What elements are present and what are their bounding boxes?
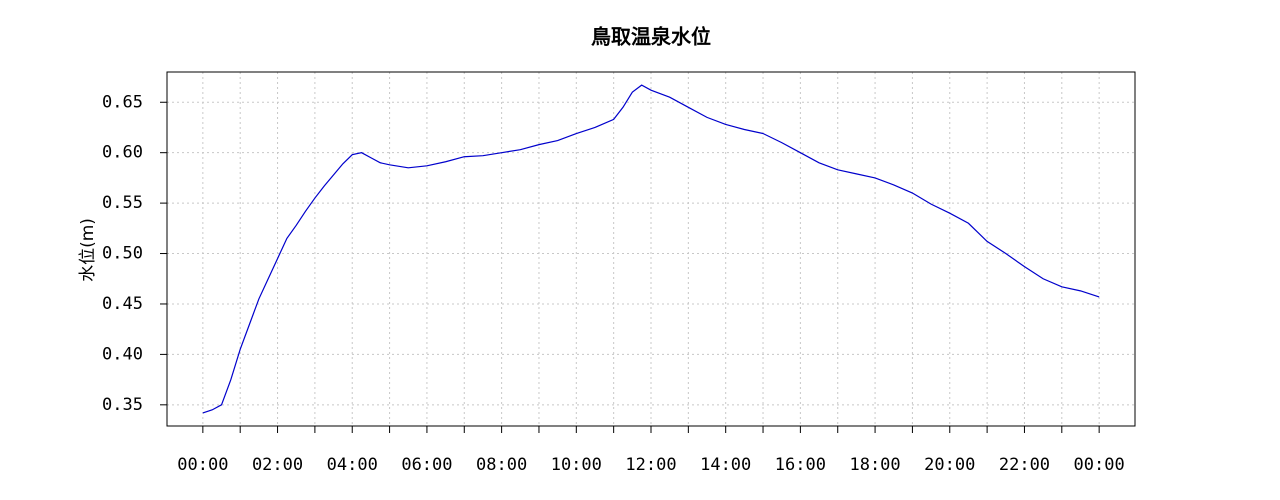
- y-tick-label: 0.60: [102, 143, 143, 163]
- x-tick-label: 06:00: [401, 455, 452, 475]
- x-tick-label: 18:00: [849, 455, 900, 475]
- data-line: [202, 84, 1100, 414]
- chart-title: 鳥取温泉水位: [591, 25, 711, 49]
- x-tick-label: 22:00: [999, 455, 1050, 475]
- y-tick-label: 0.50: [102, 244, 143, 264]
- y-tick-label: 0.65: [102, 92, 143, 112]
- x-tick-label: 20:00: [924, 455, 975, 475]
- x-tick-label: 02:00: [252, 455, 303, 475]
- y-axis-label: 水位(m): [78, 218, 98, 282]
- x-tick-label: 08:00: [476, 455, 527, 475]
- y-tick-label: 0.55: [102, 193, 143, 213]
- x-tick-label: 14:00: [700, 455, 751, 475]
- x-tick-label: 04:00: [327, 455, 378, 475]
- y-tick-label: 0.35: [102, 395, 143, 415]
- x-tick-label: 10:00: [551, 455, 602, 475]
- x-tick-label: 00:00: [1074, 455, 1125, 475]
- x-tick-label: 00:00: [177, 455, 228, 475]
- plot-frame: [166, 71, 1136, 427]
- x-tick-label: 16:00: [775, 455, 826, 475]
- y-tick-label: 0.45: [102, 294, 143, 314]
- x-tick-label: 12:00: [625, 455, 676, 475]
- y-tick-label: 0.40: [102, 344, 143, 364]
